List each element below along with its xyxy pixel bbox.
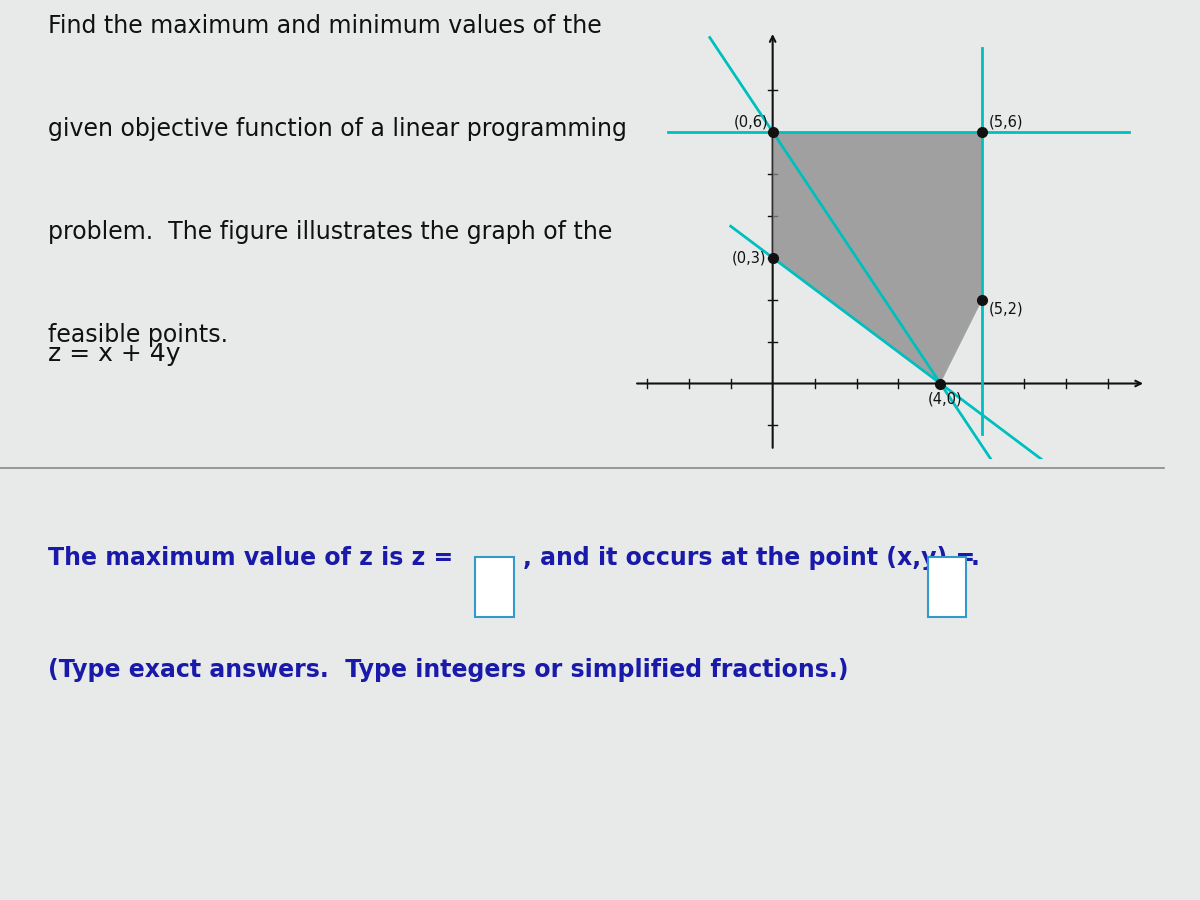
Text: z = x + 4y: z = x + 4y <box>48 342 180 365</box>
Text: The maximum value of z is z =: The maximum value of z is z = <box>48 545 454 570</box>
Bar <box>928 556 966 617</box>
Text: Find the maximum and minimum values of the: Find the maximum and minimum values of t… <box>48 14 601 38</box>
Text: (Type exact answers.  Type integers or simplified fractions.): (Type exact answers. Type integers or si… <box>48 658 848 682</box>
Text: (5,2): (5,2) <box>989 302 1024 317</box>
Text: problem.  The figure illustrates the graph of the: problem. The figure illustrates the grap… <box>48 220 612 244</box>
Text: (4,0): (4,0) <box>928 392 962 406</box>
Text: .: . <box>971 545 979 570</box>
Text: (0,3): (0,3) <box>732 250 767 266</box>
Text: , and it occurs at the point (x,y) =: , and it occurs at the point (x,y) = <box>523 545 976 570</box>
Text: feasible points.: feasible points. <box>48 323 228 346</box>
Text: (5,6): (5,6) <box>989 115 1024 130</box>
Text: (0,6): (0,6) <box>734 115 768 130</box>
Bar <box>475 556 514 617</box>
Text: given objective function of a linear programming: given objective function of a linear pro… <box>48 117 626 141</box>
Polygon shape <box>773 132 983 383</box>
